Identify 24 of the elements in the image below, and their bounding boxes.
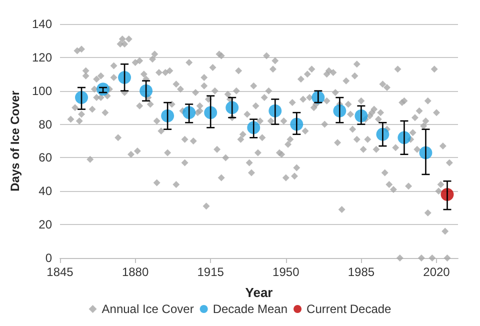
y-tick-label: 60 (38, 150, 52, 165)
point (161, 109, 174, 122)
point (182, 106, 196, 120)
point (75, 91, 88, 104)
y-tick-label: 80 (38, 117, 52, 132)
x-tick-label: 2020 (423, 265, 450, 279)
point (118, 70, 132, 84)
x-tick-label: 1915 (197, 265, 224, 279)
y-tick-label: 140 (32, 17, 52, 31)
y-tick-label: 20 (38, 218, 52, 232)
y-tick-label: 40 (38, 184, 52, 198)
y-axis-title: Days of Ice Cover (8, 90, 22, 192)
y-tick-label: 100 (32, 84, 52, 98)
point (204, 106, 218, 120)
x-tick-label: 1985 (348, 265, 375, 279)
x-tick-label: 1950 (272, 265, 300, 279)
legend-label: Decade Mean (212, 302, 288, 316)
x-axis-title: Year (245, 285, 273, 300)
x-tick-label: 1845 (46, 265, 74, 279)
y-tick-label: 120 (32, 50, 52, 64)
legend-label: Current Decade (306, 302, 392, 316)
y-tick-label: 0 (45, 251, 52, 265)
legend-label: Annual Ice Cover (102, 302, 194, 316)
x-tick-label: 1880 (122, 265, 149, 279)
